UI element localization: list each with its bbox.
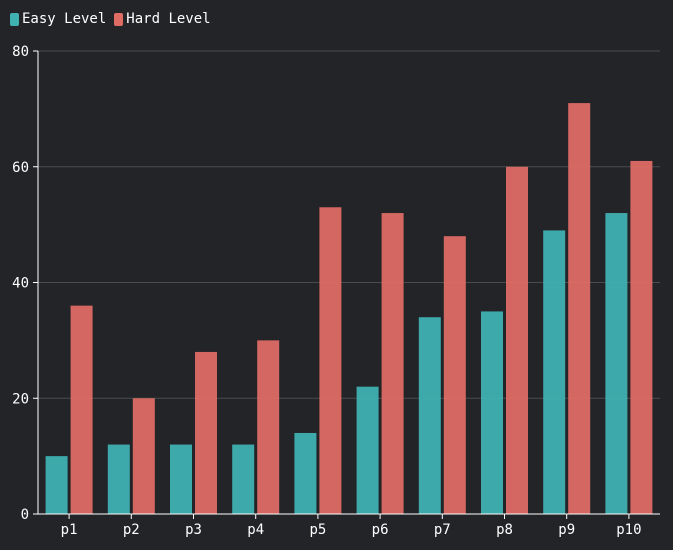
bar-hard-level-p4[interactable]	[257, 340, 280, 514]
bar-hard-level-p3[interactable]	[195, 351, 217, 514]
y-tick-label-40: 40	[12, 276, 29, 292]
x-tick-label-p5: p5	[309, 522, 326, 538]
bar-hard-level-p7[interactable]	[443, 236, 466, 514]
bar-hard-level-p10[interactable]	[630, 160, 653, 514]
bar-easy-level-p2[interactable]	[107, 444, 130, 514]
bar-hard-level-p6[interactable]	[381, 213, 404, 515]
x-tick-label-p1: p1	[61, 522, 78, 538]
bar-easy-level-p5[interactable]	[294, 432, 317, 514]
bar-easy-level-p10[interactable]	[605, 213, 628, 515]
x-tick-label-p7: p7	[434, 522, 451, 538]
y-tick-label-0: 0	[21, 507, 29, 523]
legend-swatch-easy-level	[10, 12, 19, 26]
x-tick-label-p2: p2	[123, 522, 140, 538]
legend-label-hard-level: Hard Level	[126, 11, 211, 27]
legend-swatch-hard-level	[114, 12, 124, 26]
bar-easy-level-p7[interactable]	[418, 317, 441, 514]
bar-hard-level-p5[interactable]	[319, 207, 342, 514]
y-tick-label-80: 80	[12, 44, 29, 60]
y-tick-label-60: 60	[12, 160, 29, 176]
bar-hard-level-p2[interactable]	[132, 398, 155, 514]
x-tick-label-p9: p9	[558, 522, 575, 538]
y-tick-label-20: 20	[12, 391, 29, 407]
chart-legend: Easy Level Hard Level	[10, 11, 219, 27]
bar-easy-level-p3[interactable]	[170, 444, 192, 514]
x-tick-label-p6: p6	[372, 522, 389, 538]
x-tick-label-p8: p8	[496, 522, 513, 538]
bar-hard-level-p9[interactable]	[568, 103, 591, 515]
bar-easy-level-p1[interactable]	[45, 456, 68, 514]
bar-easy-level-p8[interactable]	[481, 311, 503, 514]
legend-item-hard-level[interactable]: Hard Level	[114, 11, 211, 27]
bar-hard-level-p8[interactable]	[506, 166, 528, 514]
bar-easy-level-p6[interactable]	[356, 386, 379, 514]
x-tick-label-p10: p10	[616, 522, 641, 538]
bar-hard-level-p1[interactable]	[70, 305, 93, 514]
legend-item-easy-level[interactable]: Easy Level	[10, 11, 106, 27]
bar-easy-level-p9[interactable]	[543, 230, 566, 514]
x-tick-label-p4: p4	[247, 522, 264, 538]
x-tick-label-p3: p3	[185, 522, 202, 538]
bar-easy-level-p4[interactable]	[232, 444, 255, 514]
legend-label-easy-level: Easy Level	[22, 11, 107, 27]
